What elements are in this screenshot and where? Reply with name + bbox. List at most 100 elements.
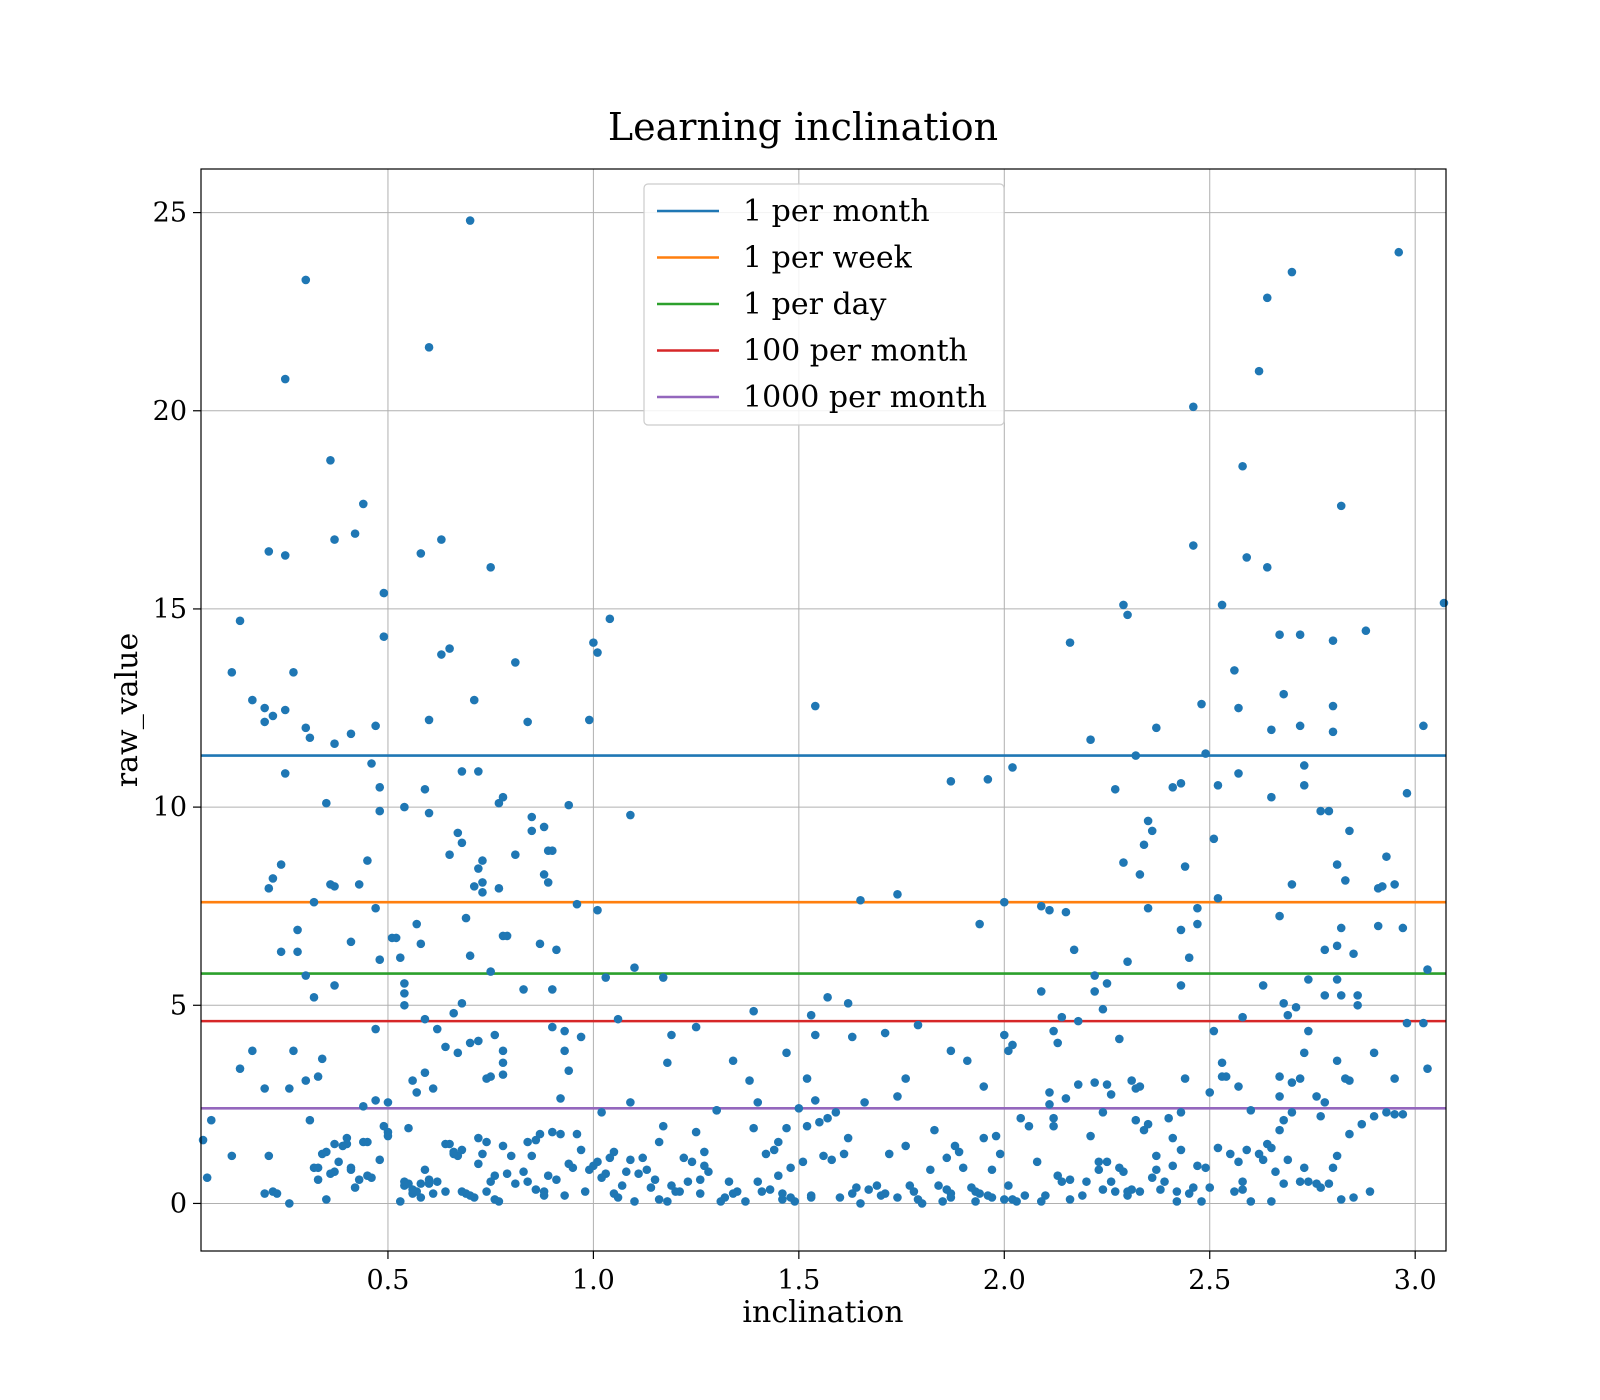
data-point [1287, 267, 1297, 277]
data-point [1279, 689, 1288, 699]
data-point [1275, 630, 1284, 639]
data-point [1361, 626, 1371, 636]
data-point [1123, 1187, 1132, 1196]
data-point [1131, 1115, 1141, 1125]
data-point [437, 650, 446, 659]
data-point [1267, 792, 1276, 802]
data-point [1287, 1078, 1297, 1087]
data-point [264, 547, 274, 556]
data-point [457, 1187, 467, 1196]
data-point [724, 1177, 734, 1186]
data-point [1254, 366, 1264, 376]
data-point [1295, 1074, 1305, 1083]
data-point [260, 717, 269, 727]
data-point [416, 549, 426, 558]
data-point [1008, 763, 1017, 772]
data-point [375, 806, 385, 816]
data-point [745, 1076, 754, 1085]
data-point [802, 1121, 812, 1131]
data-point [1275, 911, 1284, 921]
data-point [371, 1024, 380, 1034]
data-point [847, 1189, 857, 1198]
data-point [482, 1187, 491, 1196]
data-point [461, 913, 471, 923]
data-point [1324, 806, 1334, 816]
data-point [642, 1165, 652, 1175]
data-point [1065, 1175, 1075, 1184]
x-tick-label: 2.0 [983, 1265, 1026, 1296]
data-point [548, 1022, 557, 1032]
data-point [1168, 782, 1178, 792]
data-point [626, 810, 635, 820]
data-point [769, 1145, 779, 1155]
data-point [519, 985, 528, 994]
data-point [1283, 1155, 1293, 1165]
data-point [260, 703, 269, 713]
data-point [322, 1195, 331, 1204]
data-point [1316, 806, 1325, 816]
data-point [478, 878, 487, 887]
data-point [346, 729, 356, 739]
data-point [856, 895, 865, 905]
data-point [1086, 1131, 1095, 1141]
data-point [1045, 905, 1054, 915]
data-point [810, 701, 820, 711]
data-point [827, 1155, 837, 1165]
data-point [1398, 1109, 1408, 1119]
data-point [457, 767, 467, 776]
data-point [786, 1193, 795, 1202]
data-point [1378, 882, 1387, 891]
data-point [1382, 852, 1391, 861]
data-point [613, 1014, 623, 1024]
data-point [1217, 1072, 1227, 1081]
data-point [860, 1098, 869, 1107]
data-point [227, 1151, 237, 1161]
data-point [1197, 699, 1206, 709]
data-point [1213, 893, 1223, 903]
data-point [1156, 1185, 1165, 1194]
data-point [1143, 903, 1153, 913]
data-point [880, 1028, 890, 1038]
data-point [1242, 1145, 1252, 1155]
data-point [313, 1175, 323, 1184]
data-point [498, 1141, 508, 1151]
data-point [1299, 781, 1309, 790]
data-point [1419, 721, 1428, 731]
data-point [1061, 907, 1071, 917]
data-point [498, 1070, 508, 1079]
data-point [913, 1195, 923, 1204]
data-point [1024, 1121, 1034, 1131]
data-point [843, 998, 853, 1008]
data-point [695, 1175, 705, 1184]
data-point [552, 1175, 561, 1184]
data-point [276, 860, 286, 869]
data-point [901, 1141, 910, 1151]
data-point [1135, 1187, 1145, 1196]
data-point [1365, 1187, 1375, 1196]
data-point [420, 1014, 430, 1024]
data-point [453, 1048, 463, 1058]
data-point [539, 822, 549, 832]
data-point [683, 1177, 693, 1186]
data-point [404, 1123, 413, 1133]
data-point [293, 947, 302, 957]
data-point [630, 963, 639, 972]
data-point [712, 1106, 721, 1115]
data-point [428, 1084, 438, 1093]
data-point [375, 955, 385, 964]
data-point [810, 1096, 820, 1105]
data-point [1172, 1197, 1182, 1206]
data-point [946, 777, 956, 786]
data-point [1312, 1179, 1321, 1188]
data-point [794, 1104, 804, 1113]
data-point [856, 1199, 865, 1208]
data-point [1336, 501, 1346, 511]
data-point [1238, 461, 1247, 471]
data-point [445, 1139, 454, 1149]
data-point [663, 1058, 672, 1068]
data-point [560, 1191, 569, 1200]
data-point [593, 648, 602, 657]
data-point [757, 1187, 767, 1196]
data-point [346, 937, 356, 947]
data-point [589, 638, 598, 647]
